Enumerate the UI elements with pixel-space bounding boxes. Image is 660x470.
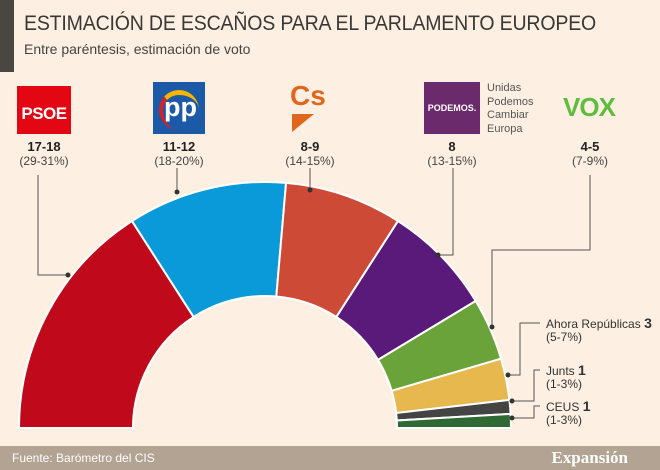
segment-psoe — [17, 219, 196, 429]
leader-line — [491, 175, 591, 327]
leader-dot — [509, 415, 515, 421]
party-name: Ahora Repúblicas — [546, 317, 641, 331]
podemos-full-name: Unidas Podemos Cambiar Europa — [487, 82, 533, 136]
podemos-logo-text: PODEMOS. — [427, 103, 477, 113]
leader-dot — [65, 272, 71, 278]
label-junts: Junts 1 (1-3%) — [546, 362, 586, 391]
footer: Fuente: Barómetro del CIS Expansión — [0, 446, 660, 470]
label-cs: 8-9 (14-15%) — [285, 139, 335, 169]
pp-logo: pp — [153, 82, 205, 134]
leader-dot — [174, 189, 180, 195]
label-pp: 11-12 (18-20%) — [154, 139, 204, 169]
chart-title: ESTIMACIÓN DE ESCAÑOS PARA EL PARLAMENTO… — [24, 12, 597, 35]
leader-dot — [505, 372, 511, 378]
vote-label: (29-31%) — [19, 154, 69, 168]
leader-line — [508, 322, 540, 376]
leader-line — [512, 405, 540, 419]
pp-logo-text: pp — [164, 92, 197, 122]
leader-dot — [489, 324, 495, 330]
party-name: Junts — [546, 364, 575, 378]
source-text: Fuente: Barómetro del CIS — [12, 451, 155, 465]
leader-dot — [509, 398, 515, 404]
vox-logo-text: VOX — [563, 92, 616, 122]
podemos-name-line: Europa — [487, 122, 523, 135]
vote-label: (7-9%) — [571, 154, 609, 168]
psoe-logo-text: PSOE — [21, 104, 67, 123]
seats-label: 1 — [582, 398, 591, 414]
party-name: CEUS — [546, 400, 580, 414]
seats-label: 3 — [644, 315, 652, 331]
cs-logo-text: Cs — [290, 80, 326, 111]
seats-label: 1 — [578, 362, 586, 378]
podemos-name-line: Cambiar — [487, 109, 529, 121]
leader-dot — [435, 252, 441, 258]
podemos-name-line: Unidas — [487, 82, 522, 94]
cs-triangle-icon — [292, 114, 314, 132]
vote-label: (13-15%) — [427, 154, 477, 168]
seats-label: 4-5 — [580, 139, 600, 154]
label-vox: 4-5 (7-9%) — [571, 139, 609, 169]
vote-label: (1-3%) — [546, 377, 583, 391]
vote-label: (5-7%) — [546, 330, 583, 344]
leader-line — [512, 369, 540, 402]
title-accent-bar — [0, 0, 14, 72]
vote-label: (18-20%) — [154, 154, 204, 168]
seats-label: 8 — [448, 139, 456, 154]
label-ahora-republicas: Ahora Repúblicas 3 (5-7%) — [546, 315, 652, 344]
brand-logo: Expansión — [551, 448, 628, 467]
podemos-logo: PODEMOS. — [424, 82, 480, 134]
vote-label: (1-3%) — [546, 413, 583, 427]
label-podemos: 8 (13-15%) — [427, 139, 477, 169]
pp-arc-icon — [159, 90, 199, 130]
label-ceus: CEUS 1 (1-3%) — [546, 398, 591, 427]
leader-line — [37, 175, 68, 276]
chart-subtitle: Entre paréntesis, estimación de voto — [24, 41, 251, 57]
cs-logo: Cs — [290, 80, 340, 136]
podemos-name-line: Podemos — [487, 95, 534, 108]
leader-dot — [307, 187, 313, 193]
leader-line — [438, 168, 454, 256]
psoe-logo: PSOE — [17, 86, 71, 134]
seats-label: 17-18 — [27, 139, 61, 154]
seats-label: 8-9 — [300, 139, 320, 154]
seats-label: 11-12 — [162, 139, 196, 154]
vox-logo: VOX — [563, 92, 616, 123]
vote-label: (14-15%) — [285, 154, 335, 168]
label-psoe: 17-18 (29-31%) — [19, 139, 69, 169]
